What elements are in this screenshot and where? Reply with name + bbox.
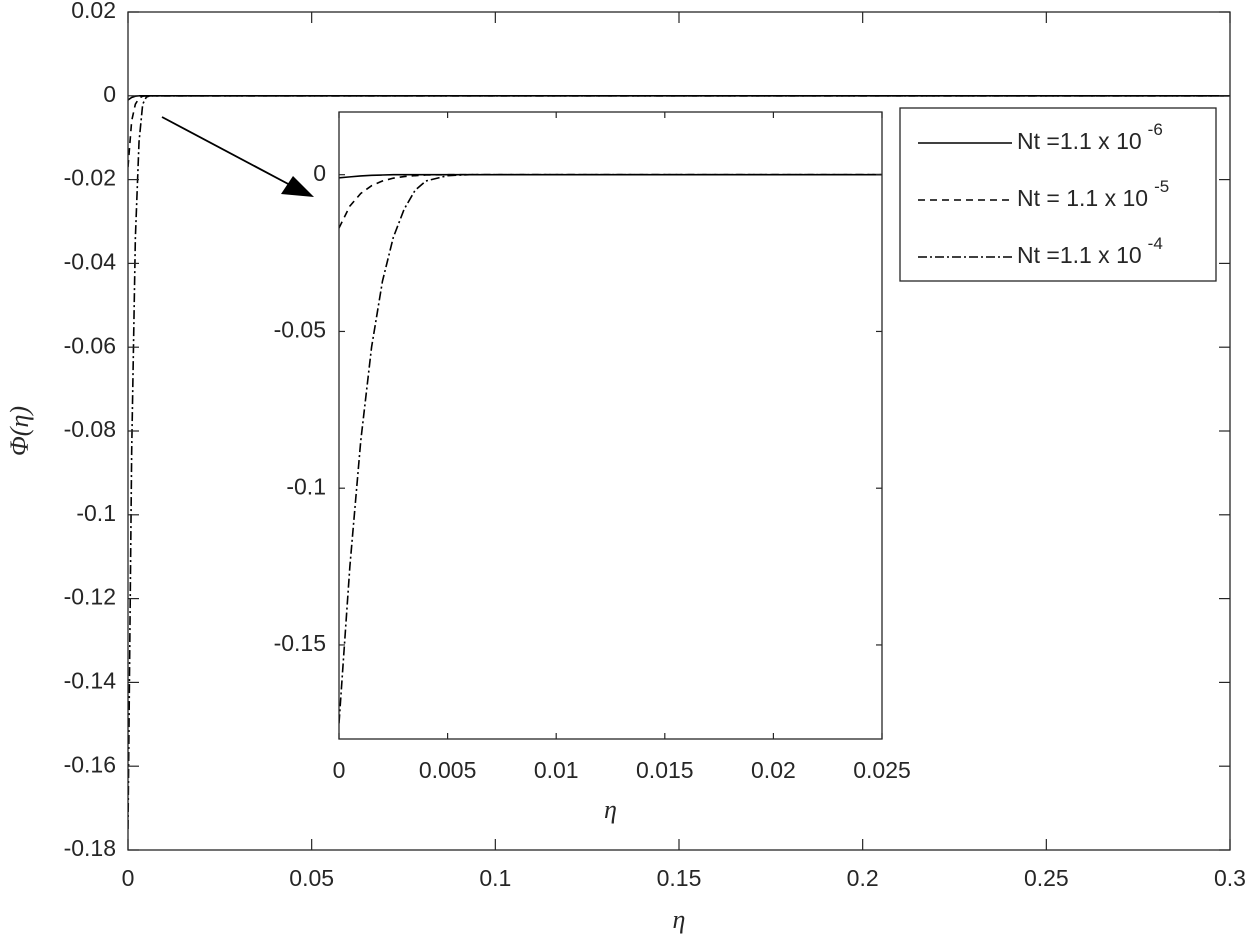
y-tick-label: 0: [313, 160, 326, 186]
y-tick-label: 0.02: [71, 0, 116, 23]
x-tick-label: 0.2: [847, 865, 879, 891]
legend-label-superscript: -6: [1148, 120, 1163, 139]
legend-label-text: Nt =1.1 x 10: [1017, 128, 1142, 154]
x-tick-label: 0.25: [1024, 865, 1069, 891]
x-tick-label: 0: [122, 865, 135, 891]
y-tick-label: -0.05: [274, 317, 326, 343]
y-tick-label: -0.12: [64, 584, 116, 610]
y-tick-label: -0.08: [64, 416, 116, 442]
y-tick-label: -0.1: [76, 500, 116, 526]
data-line: [128, 95, 1230, 830]
y-tick-label: -0.15: [274, 630, 326, 656]
legend-box: [899, 107, 1217, 282]
plot-frame: [338, 111, 883, 740]
plot-frame: [127, 11, 1231, 851]
y-axis-title: Φ(η): [5, 406, 34, 456]
inset-background: [339, 112, 882, 739]
x-axis-title: η: [673, 905, 686, 934]
y-tick-label: -0.06: [64, 332, 116, 358]
y-tick-label: -0.04: [64, 248, 117, 274]
zoom-arrowhead: [281, 176, 314, 197]
legend-label-superscript: -4: [1148, 234, 1163, 253]
x-axis-title: η: [604, 795, 617, 824]
legend-label: Nt = 1.1 x 10 -5: [1017, 177, 1169, 211]
x-tick-label: 0: [333, 757, 346, 783]
y-tick-label: -0.16: [64, 751, 116, 777]
legend-label: Nt =1.1 x 10 -6: [1017, 120, 1163, 154]
legend-label-superscript: -5: [1154, 177, 1169, 196]
y-tick-label: 0: [103, 81, 116, 107]
x-tick-label: 0.015: [636, 757, 694, 783]
legend-label-text: Nt =1.1 x 10: [1017, 242, 1142, 268]
legend-label-text: Nt = 1.1 x 10: [1017, 185, 1148, 211]
legend-label: Nt =1.1 x 10 -4: [1017, 234, 1163, 268]
x-tick-label: 0.005: [419, 757, 477, 783]
x-tick-label: 0.02: [751, 757, 796, 783]
x-tick-label: 0.1: [479, 865, 511, 891]
y-tick-label: -0.14: [64, 667, 117, 693]
data-line: [128, 95, 1230, 168]
y-tick-label: -0.18: [64, 835, 116, 861]
legend: Nt =1.1 x 10 -6 Nt = 1.1 x 10 -5 Nt =1.1 x 1…: [899, 107, 1217, 282]
x-tick-label: 0.025: [853, 757, 911, 783]
x-tick-label: 0.15: [657, 865, 702, 891]
x-tick-label: 0.01: [534, 757, 579, 783]
y-tick-label: -0.1: [286, 473, 326, 499]
x-tick-label: 0.05: [289, 865, 334, 891]
y-tick-label: -0.02: [64, 165, 116, 191]
data-line: [339, 173, 882, 724]
x-tick-label: 0.3: [1214, 865, 1246, 891]
zoom-arrow: [161, 116, 293, 187]
data-line: [339, 173, 882, 229]
